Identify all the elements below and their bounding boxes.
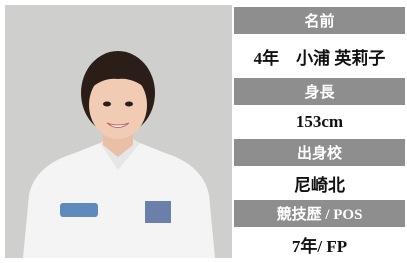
profile-table: 名前 4年 小浦 英莉子 身長 153cm 出身校 尼崎北 競技歴 / POS … — [234, 7, 405, 260]
player-photo — [5, 5, 232, 258]
label-cell: 身長 — [234, 78, 405, 105]
label-cell: 競技歴 / POS — [234, 200, 405, 227]
value-cell: 153cm — [234, 107, 405, 137]
value-cell: 7年/ FP — [234, 229, 405, 259]
label-cell: 出身校 — [234, 139, 405, 166]
value-cell: 4年 小浦 英莉子 — [234, 36, 405, 76]
profile-card: 名前 4年 小浦 英莉子 身長 153cm 出身校 尼崎北 競技歴 / POS … — [0, 0, 407, 263]
value-cell: 尼崎北 — [234, 168, 405, 198]
label-cell: 名前 — [234, 7, 405, 34]
